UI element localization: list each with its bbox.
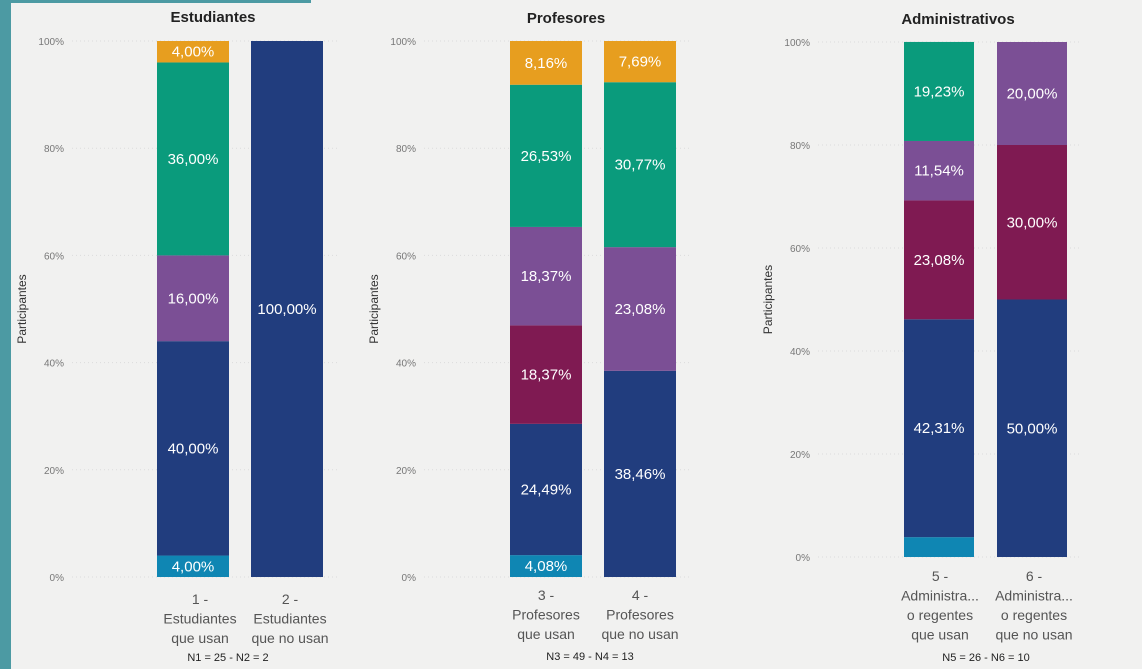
- bar-segment: [510, 423, 582, 556]
- data-label: 23,08%: [615, 301, 666, 318]
- y-tick-label: 60%: [44, 251, 64, 262]
- category-label: Estudiantes: [253, 611, 326, 627]
- bar-segment: [510, 84, 582, 227]
- y-tick-label: 100%: [784, 38, 810, 49]
- data-label: 50,00%: [1007, 420, 1058, 437]
- data-label: 16,00%: [168, 290, 219, 307]
- top-accent-strip: [11, 0, 311, 3]
- category-label: o regentes: [907, 607, 973, 623]
- y-tick-label: 20%: [790, 450, 810, 461]
- data-label: 19,23%: [914, 83, 965, 100]
- bar-segment: [157, 341, 229, 556]
- chart-title: Administrativos: [901, 11, 1014, 28]
- chart-title: Estudiantes: [170, 9, 255, 26]
- y-tick-label: 100%: [38, 37, 64, 48]
- data-label: 7,69%: [619, 54, 662, 71]
- bar-segment: [510, 325, 582, 424]
- y-tick-label: 0%: [402, 573, 417, 584]
- bar-segment: [904, 140, 974, 201]
- category-label: o regentes: [1001, 607, 1067, 623]
- y-axis-label: Participantes: [761, 265, 775, 334]
- data-label: 23,08%: [914, 252, 965, 269]
- left-accent-strip: [0, 0, 11, 669]
- data-label: 4,00%: [172, 558, 215, 575]
- bar-segment: [904, 200, 974, 320]
- y-axis-label: Participantes: [367, 274, 381, 343]
- data-label: 18,37%: [521, 367, 572, 384]
- bar-segment: [510, 226, 582, 326]
- sample-size-label: N1 = 25 - N2 = 2: [187, 652, 268, 664]
- y-tick-label: 60%: [396, 251, 416, 262]
- category-label: que usan: [517, 626, 575, 642]
- data-label: 42,31%: [914, 420, 965, 437]
- data-label: 24,49%: [521, 481, 572, 498]
- data-label: 30,00%: [1007, 214, 1058, 231]
- data-label: 100,00%: [257, 301, 316, 318]
- y-axis-label: Participantes: [15, 274, 29, 343]
- category-label: que no usan: [601, 626, 678, 642]
- y-tick-label: 80%: [790, 141, 810, 152]
- category-label: 4 -: [632, 587, 649, 603]
- category-label: 6 -: [1026, 568, 1043, 584]
- bar-segment: [510, 555, 582, 577]
- y-tick-label: 0%: [796, 553, 811, 564]
- category-label: que no usan: [995, 627, 1072, 643]
- data-label: 4,00%: [172, 44, 215, 61]
- y-tick-label: 40%: [44, 359, 64, 370]
- y-tick-label: 80%: [44, 144, 64, 155]
- sample-size-label: N3 = 49 - N4 = 13: [546, 651, 633, 663]
- category-label: 1 -: [192, 591, 209, 607]
- y-tick-label: 20%: [44, 466, 64, 477]
- bar-segment: [997, 299, 1067, 557]
- y-tick-label: 40%: [790, 347, 810, 358]
- category-label: 5 -: [932, 568, 949, 584]
- bar-segment: [604, 370, 676, 577]
- bar-segment: [157, 255, 229, 342]
- chart-title: Profesores: [527, 10, 605, 27]
- bar-segment: [251, 41, 323, 577]
- category-label: que usan: [171, 630, 229, 646]
- data-label: 40,00%: [168, 440, 219, 457]
- category-label: 3 -: [538, 587, 555, 603]
- y-tick-label: 60%: [790, 244, 810, 255]
- category-label: que usan: [911, 627, 969, 643]
- y-tick-label: 20%: [396, 466, 416, 477]
- sample-size-label: N5 = 26 - N6 = 10: [942, 652, 1029, 664]
- bar-segment: [604, 41, 676, 83]
- bar-segment: [904, 319, 974, 538]
- data-label: 18,37%: [521, 268, 572, 285]
- y-tick-label: 0%: [50, 573, 65, 584]
- data-label: 36,00%: [168, 151, 219, 168]
- bar-segment: [157, 62, 229, 256]
- category-label: Administra...: [995, 588, 1073, 604]
- bar-segment: [157, 555, 229, 577]
- category-label: Profesores: [512, 607, 580, 623]
- data-label: 38,46%: [615, 466, 666, 483]
- bar-segment: [604, 247, 676, 371]
- bar-segment: [604, 82, 676, 248]
- category-label: Administra...: [901, 588, 979, 604]
- data-label: 30,77%: [615, 157, 666, 174]
- data-label: 20,00%: [1007, 86, 1058, 103]
- bar-segment: [157, 41, 229, 63]
- category-label: 2 -: [282, 591, 299, 607]
- category-label: Profesores: [606, 607, 674, 623]
- data-label: 8,16%: [525, 55, 568, 72]
- bar-segment: [997, 145, 1067, 300]
- bar-segment: [510, 41, 582, 85]
- category-label: Estudiantes: [163, 611, 236, 627]
- data-label: 4,08%: [525, 558, 568, 575]
- bar-segment: [997, 42, 1067, 145]
- data-label: 11,54%: [914, 163, 964, 180]
- category-label: que no usan: [251, 630, 328, 646]
- bar-segment: [904, 537, 974, 557]
- y-tick-label: 100%: [390, 37, 416, 48]
- data-label: 26,53%: [521, 148, 572, 165]
- y-tick-label: 40%: [396, 359, 416, 370]
- bar-segment: [904, 41, 974, 141]
- y-tick-label: 80%: [396, 144, 416, 155]
